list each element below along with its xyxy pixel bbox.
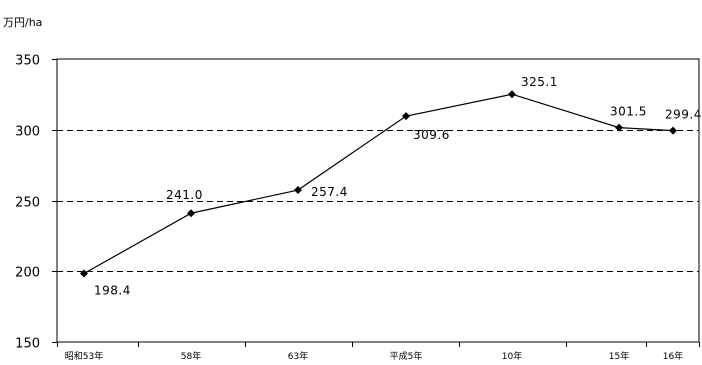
data-point-marker: [508, 90, 516, 99]
data-point-marker: [187, 209, 195, 218]
data-point-marker: [669, 126, 677, 135]
series-line: [83, 93, 674, 275]
plot-area-frame: [56, 58, 700, 343]
data-point-marker: [615, 123, 623, 132]
data-labels: 198.4 241.0 257.4 309.6 325.1 301.5 299.4: [94, 75, 702, 298]
data-label: 301.5: [610, 105, 647, 119]
x-tick-label: 平成5年: [390, 350, 423, 362]
chart-series: [80, 90, 677, 278]
data-label: 257.4: [311, 185, 348, 199]
x-tick-label: 昭和53年: [65, 350, 103, 362]
data-point-marker: [294, 186, 302, 195]
data-label: 325.1: [521, 75, 558, 89]
data-label: 241.0: [166, 188, 203, 202]
y-tick-label: 200: [15, 266, 40, 281]
x-tick-label: 63年: [288, 350, 308, 362]
chart-gridlines: [57, 130, 699, 272]
x-tick-label: 10年: [502, 350, 522, 362]
y-tick-labels: 150 200 250 300 350: [15, 54, 40, 352]
data-label: 198.4: [94, 284, 131, 298]
y-axis-unit-label: 万円/ha: [3, 16, 43, 29]
y-tick-label: 250: [15, 196, 40, 211]
data-label: 299.4: [665, 108, 702, 122]
data-point-marker: [402, 112, 410, 121]
data-point-marker: [80, 269, 88, 278]
x-tick-label: 16年: [663, 350, 683, 362]
chart-axes: [52, 58, 700, 347]
y-tick-label: 150: [15, 337, 40, 352]
x-tick-label: 15年: [609, 350, 629, 362]
y-tick-label: 350: [15, 54, 40, 69]
y-tick-label: 300: [15, 125, 40, 140]
data-label: 309.6: [413, 128, 450, 142]
x-tick-label: 58年: [181, 350, 201, 362]
x-tick-labels: 昭和53年 58年 63年 平成5年 10年 15年 16年: [65, 350, 683, 362]
